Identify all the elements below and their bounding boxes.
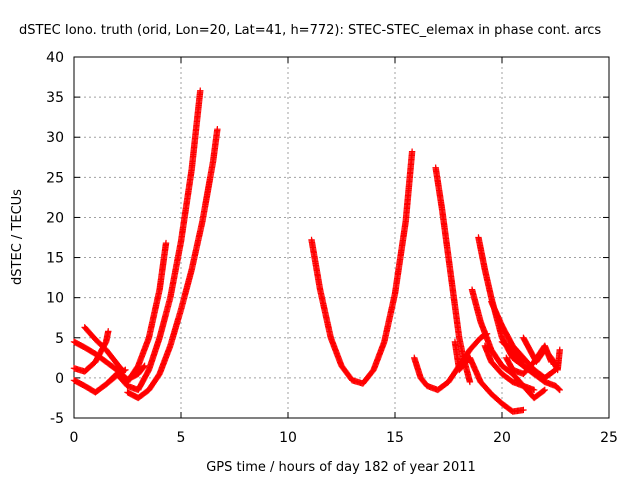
y-tick-label: 40 bbox=[46, 50, 64, 66]
series-arc-10 bbox=[432, 164, 474, 386]
y-tick-label: 15 bbox=[46, 251, 64, 267]
series-arc-11 bbox=[451, 338, 527, 415]
series-arc-13 bbox=[468, 286, 548, 402]
data-point bbox=[556, 346, 563, 354]
grid-lines bbox=[74, 57, 609, 418]
x-tick-label: 15 bbox=[386, 430, 404, 446]
data-point bbox=[556, 386, 563, 394]
series-arc-5 bbox=[102, 239, 170, 388]
y-tick-label: 25 bbox=[46, 170, 64, 186]
series-arc-9 bbox=[411, 330, 491, 394]
data-point bbox=[548, 358, 555, 366]
data-point bbox=[119, 367, 126, 374]
y-axis-label: dSTEC / TECUs bbox=[10, 189, 25, 285]
data-point bbox=[162, 239, 170, 247]
data-point bbox=[520, 406, 527, 414]
y-tick-label: 10 bbox=[46, 291, 64, 307]
y-tick-label: 30 bbox=[46, 130, 64, 146]
series-arc-8 bbox=[308, 148, 416, 387]
y-tick-label: 35 bbox=[46, 90, 64, 106]
y-tick-label: 20 bbox=[46, 210, 64, 226]
x-tick-label: 10 bbox=[279, 430, 297, 446]
plot-frame bbox=[73, 56, 610, 419]
data-point bbox=[408, 148, 416, 155]
data-point bbox=[140, 363, 148, 371]
data-point bbox=[541, 386, 548, 394]
axis-ticks: 0 5 10 15 20 25 -5 0 5 10 15 20 25 30 35 40 bbox=[46, 50, 618, 446]
chart-title: dSTEC Iono. truth (orid, Lon=20, Lat=41,… bbox=[19, 23, 601, 38]
data-point bbox=[555, 385, 563, 393]
data-point bbox=[466, 378, 474, 386]
x-tick-label: 5 bbox=[177, 430, 186, 446]
series-arc-7 bbox=[124, 126, 221, 402]
data-point bbox=[214, 126, 221, 133]
data-point bbox=[530, 386, 538, 394]
series-arc-18 bbox=[503, 342, 555, 378]
data-point bbox=[540, 387, 548, 394]
data-point bbox=[197, 87, 204, 94]
x-tick-label: 20 bbox=[493, 430, 511, 446]
series-arc-16 bbox=[498, 338, 563, 394]
series-arc-15 bbox=[481, 342, 538, 394]
series-arc-6 bbox=[113, 87, 204, 394]
x-tick-label: 0 bbox=[70, 430, 79, 446]
data-point bbox=[141, 362, 148, 370]
y-tick-label: 5 bbox=[55, 331, 64, 347]
series-arc-2 bbox=[70, 338, 148, 383]
data-point bbox=[105, 328, 112, 335]
series-arc-4 bbox=[70, 328, 112, 375]
x-axis-label: GPS time / hours of day 182 of year 2011 bbox=[206, 460, 476, 475]
data-point bbox=[120, 368, 127, 375]
x-tick-label: 25 bbox=[600, 430, 618, 446]
data-marks bbox=[70, 87, 563, 415]
y-tick-label: -5 bbox=[50, 411, 64, 427]
y-tick-label: 0 bbox=[55, 371, 64, 387]
